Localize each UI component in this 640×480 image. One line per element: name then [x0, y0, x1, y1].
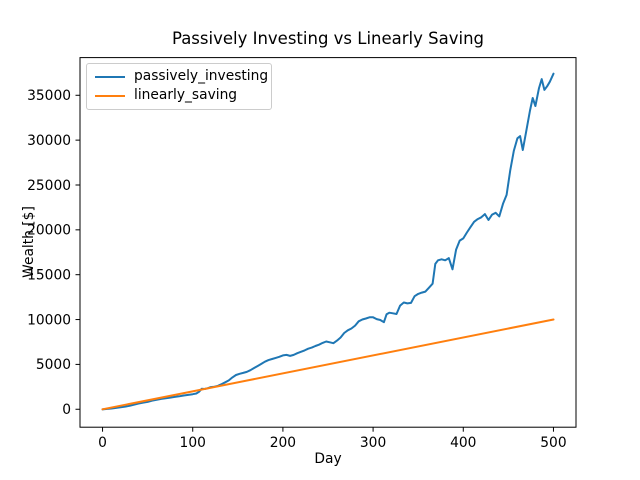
x-tick-label: 500 — [540, 435, 566, 451]
legend-swatch-passively-investing — [95, 76, 125, 79]
x-tick-label: 200 — [270, 435, 296, 451]
y-tick-label: 15000 — [27, 267, 71, 283]
x-tick-label: 100 — [180, 435, 206, 451]
x-tick-label: 0 — [98, 435, 107, 451]
axes-spines — [79, 57, 577, 428]
legend-item-linearly-saving: linearly_saving — [95, 86, 263, 103]
legend-item-passively-investing: passively_investing — [95, 70, 268, 84]
legend: passively_investing linearly_saving — [86, 63, 272, 110]
x-tick-label: 400 — [450, 435, 476, 451]
legend-label-passively-investing: passively_investing — [134, 68, 269, 85]
legend-label-linearly-saving: linearly_saving — [134, 86, 238, 103]
y-tick-label: 35000 — [27, 88, 71, 104]
axes-background — [80, 57, 576, 428]
y-tick-label: 25000 — [27, 178, 71, 194]
series-line-passively-investing — [101, 72, 555, 411]
y-axis-label: Wealth [$] — [21, 206, 37, 278]
y-tick-label: 0 — [62, 402, 71, 418]
y-tick-label: 5000 — [36, 357, 71, 373]
y-tick-label: 30000 — [27, 133, 71, 149]
x-axis-label: Day — [314, 451, 342, 467]
y-tick-label: 10000 — [27, 312, 71, 328]
chart-title: Passively Investing vs Linearly Saving — [171, 29, 485, 48]
y-tick-label: 20000 — [27, 223, 71, 239]
legend-swatch-linearly-saving — [95, 94, 125, 97]
series-line-linearly-saving — [101, 318, 555, 411]
x-tick-label: 300 — [360, 435, 386, 451]
